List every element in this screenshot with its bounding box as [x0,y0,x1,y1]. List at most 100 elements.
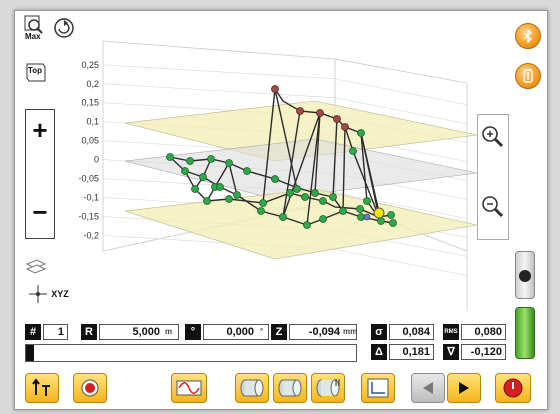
bluetooth-status-button[interactable] [515,23,541,49]
axes-view-button[interactable]: XYZ [23,281,73,307]
angle-field[interactable]: ° 0,000 ° [185,324,275,340]
delta-value: 0,181 [389,344,434,360]
power-button[interactable] [495,373,531,403]
y-gridline [334,249,468,276]
high-nodes [271,85,349,131]
sigma-value: 0,084 [389,324,434,340]
sensor-battery-indicator [515,251,535,299]
cylinder-view-1-button[interactable] [235,373,269,403]
radius-label: R [81,324,97,340]
app-screen: 0,25 0,2 0,15 0,1 0,05 0 -0,05 -0,1 -0,15 -0,2 [14,10,548,410]
battery-bluetooth-icon [519,270,531,282]
middle-plane [124,138,478,200]
y-tick-label: 0,1 [86,117,99,127]
lower-plane [124,188,478,260]
triangle-right-icon [459,382,469,394]
arrow-tool-icon [32,378,50,396]
y-tick-label: 0,2 [86,79,99,89]
rms-field: RMS 0,080 [443,324,509,340]
progress-fill [26,345,34,361]
next-button[interactable] [447,373,481,403]
radius-value: 5,000 [99,324,179,340]
rms-value: 0,080 [461,324,506,340]
cylinder-parallel-icon [316,379,340,397]
scale-spacer [26,144,54,198]
sensor-status-button[interactable] [515,63,541,89]
progress-bar [25,344,357,362]
y-tick-label: -0,2 [83,230,99,240]
device-battery-indicator [515,307,535,359]
y-gridline [334,192,468,219]
blue-node [363,213,371,221]
index-value: 1 [43,324,68,340]
magnifier-icon [24,15,43,34]
triangle-left-icon [423,382,433,394]
y-gridline [334,78,468,106]
delta-field: Δ 0,181 [371,344,437,360]
vertical-scale-strip: + − [25,109,55,239]
tool-select-button[interactable] [25,373,59,403]
cylinder-view-2-button[interactable] [273,373,307,403]
profile-button[interactable] [171,373,207,403]
z-unit: mm [343,327,358,336]
xyz-label: XYZ [51,289,69,299]
record-icon [81,379,99,397]
crosshair-icon [29,285,48,303]
sigma-field: σ 0,084 [371,324,437,340]
surface-plot-3d[interactable]: 0,25 0,2 0,15 0,1 0,05 0 -0,05 -0,1 -0,15 -0,2 [15,11,547,311]
record-button[interactable] [73,373,107,403]
top-label: Top [28,66,43,75]
y-tick-label: 0,05 [81,136,99,146]
angle-unit: ° [260,327,264,336]
angle-value: 0,000 [203,324,269,340]
mesh-nodes [166,129,397,229]
y-gridline [334,97,468,125]
axes-button[interactable] [361,373,395,403]
zoom-in-icon[interactable] [479,123,507,151]
selected-node [373,207,385,219]
z-value: -0,094 [289,324,357,340]
layers-icon [25,259,47,274]
y-tick-label: -0,15 [78,211,99,221]
top-view-button[interactable]: Top [23,59,49,85]
nabla-field: ∇ -0,120 [443,344,509,360]
layers-button[interactable] [23,253,49,279]
zoom-out-vertical-button[interactable]: − [32,197,48,227]
nabla-value: -0,120 [461,344,506,360]
y-tick-label: 0 [94,155,99,165]
y-gridline [102,83,336,99]
zoom-panel [477,114,509,240]
y-tick-label: 0,25 [81,60,99,70]
cylinder-icon [240,379,264,397]
rotate-icon [54,18,74,38]
max-label: Max [25,32,41,41]
index-label: # [25,324,41,340]
cylinder-icon [278,379,302,397]
rotate-view-button[interactable] [51,15,77,41]
previous-button[interactable] [411,373,445,403]
axes-icon [367,378,389,398]
z-field[interactable]: Z -0,094 mm [271,324,361,340]
top-view-icon [26,63,46,82]
zoom-in-vertical-button[interactable]: + [32,115,48,145]
cylinder-view-3-button[interactable] [311,373,345,403]
radius-field[interactable]: R 5,000 m [81,324,181,340]
wave-icon [176,380,202,396]
magnifier-max-button[interactable]: Max [23,15,49,41]
zoom-out-icon[interactable] [479,193,507,221]
index-field[interactable]: # 1 [25,324,73,340]
z-label: Z [271,324,287,340]
delta-label: Δ [371,344,387,360]
bluetooth-icon [523,29,533,43]
sensor-icon [523,69,533,83]
y-tick-label: 0,15 [81,98,99,108]
y-gridline [102,64,336,80]
sigma-label: σ [371,324,387,340]
y-tick-label: -0,05 [78,174,99,184]
radius-unit: m [165,327,173,336]
angle-label: ° [185,324,201,340]
y-tick-label: -0,1 [83,193,99,203]
rms-label: RMS [443,324,459,340]
power-icon [503,378,523,398]
nabla-label: ∇ [443,344,459,360]
